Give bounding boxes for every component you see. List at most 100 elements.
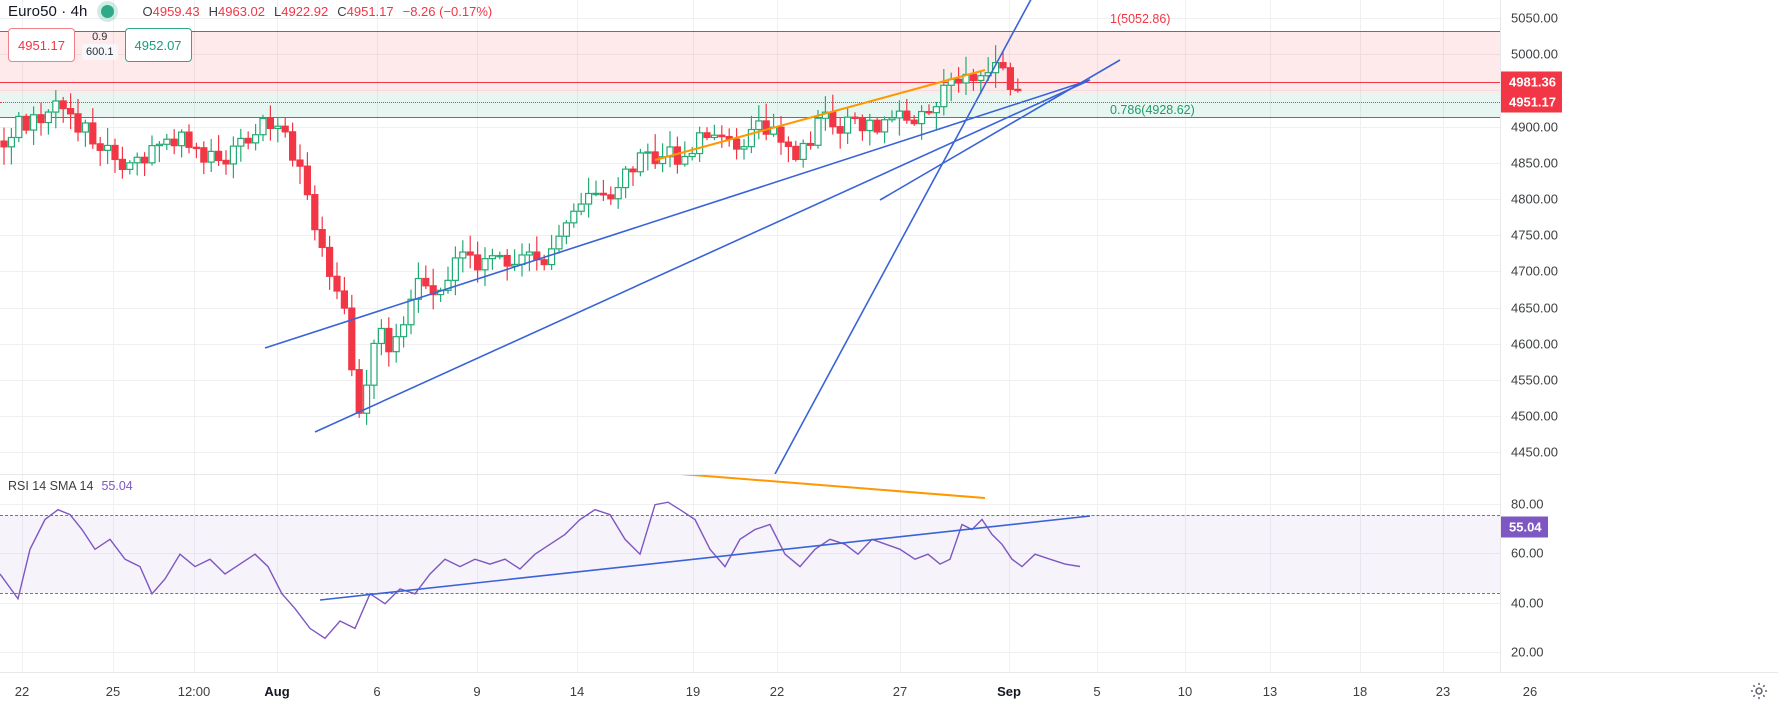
price-axis-tick: 4450.00 [1511, 444, 1558, 460]
gridline [1360, 0, 1361, 672]
candle-body [725, 136, 733, 140]
candle-body [836, 126, 844, 134]
candle-body [814, 117, 822, 146]
ohlc-open-label: O [142, 4, 153, 19]
spread-values: 0.9 600.1 [75, 28, 125, 62]
time-axis-tick: 27 [892, 684, 908, 699]
candle-body [444, 279, 452, 291]
candle-body [584, 192, 593, 205]
candle-body [141, 156, 149, 164]
candle-body [695, 132, 704, 155]
candle-body [192, 146, 200, 150]
candle-body [525, 251, 534, 256]
candle-body [281, 125, 289, 133]
candle-body [437, 289, 445, 296]
candle-body [917, 110, 926, 125]
candle-body [547, 248, 556, 266]
candle-body [718, 134, 726, 138]
time-axis-tick: 22 [769, 684, 785, 699]
gridline [0, 652, 1500, 653]
time-axis-tick: 25 [105, 684, 121, 699]
candle-body [533, 251, 541, 261]
candle-body [163, 138, 171, 145]
candle-body [303, 165, 311, 196]
candle-body [318, 229, 326, 249]
price-axis-tick: 5050.00 [1511, 10, 1558, 26]
candle-body [792, 145, 800, 161]
candle-body [969, 73, 978, 82]
candle-body [488, 255, 496, 260]
symbol-title[interactable]: Euro50 · 4h [8, 3, 88, 20]
candle-body [496, 254, 504, 258]
candle-body [784, 141, 793, 148]
gridline [1443, 0, 1444, 672]
time-axis[interactable]: 22 25 12:00 Aug 6 9 14 19 22 27 Sep 5 10 13 18 23 26 [0, 672, 1778, 709]
candle-body [673, 146, 682, 165]
price-axis-tick: 4500.00 [1511, 408, 1558, 424]
candle-body [1006, 67, 1015, 90]
candle-body [170, 138, 178, 147]
quote-widget[interactable]: 4951.17 0.9 600.1 4952.07 [8, 28, 192, 62]
price-axis-tick: 4650.00 [1511, 300, 1558, 316]
candle-body [829, 111, 837, 128]
candle-body [252, 134, 260, 144]
candle-body [703, 132, 711, 139]
candle-body [851, 116, 859, 120]
price-axis-tick: 4700.00 [1511, 263, 1558, 279]
candle-body [947, 78, 955, 86]
candle-body [925, 110, 933, 114]
time-axis-tick: Aug [264, 684, 290, 699]
candle-body [37, 114, 45, 124]
candle-body [414, 277, 422, 300]
candle-body [370, 342, 378, 386]
price-axis[interactable]: 5050.005000.004950.004900.004850.004800.… [1500, 0, 1778, 672]
candle-body [903, 110, 911, 121]
time-axis-tick: 6 [373, 684, 381, 699]
ohlc-low-value: 4922.92 [281, 4, 329, 19]
time-axis-tick: 14 [569, 684, 585, 699]
gear-icon [1750, 682, 1768, 700]
time-axis-tick: Sep [997, 684, 1021, 699]
settings-gear-button[interactable] [1748, 680, 1770, 702]
price-chart-plot[interactable]: 1(5052.86) 0.786(4928.62) RSI 14 SMA 14 5… [0, 0, 1500, 672]
candle-body [340, 290, 348, 309]
ask-price[interactable]: 4952.07 [124, 28, 192, 62]
candle-body [333, 275, 341, 292]
candle-body [200, 147, 208, 163]
candle-body [22, 115, 30, 131]
price-axis-tick: 4800.00 [1511, 191, 1558, 207]
bid-price[interactable]: 4951.17 [8, 28, 75, 62]
candle-body [74, 113, 82, 133]
candle-body [377, 327, 385, 345]
candle-body [954, 78, 963, 84]
spread-high: 0.9 [92, 30, 108, 43]
candle-body [133, 156, 141, 164]
candle-body [222, 159, 230, 165]
gridline [22, 0, 23, 672]
candle-body [481, 258, 489, 271]
candle-body [207, 150, 215, 163]
rsi-pane[interactable]: RSI 14 SMA 14 55.04 [0, 474, 1500, 672]
rsi-value-badge: 55.04 [1501, 516, 1548, 538]
rsi-legend[interactable]: RSI 14 SMA 14 55.04 [8, 479, 133, 493]
candle-body [681, 155, 689, 165]
price-axis-tick: 4600.00 [1511, 336, 1558, 352]
candle-body [185, 131, 193, 148]
candle-body [747, 128, 756, 148]
candle-body [466, 251, 474, 256]
candle-body [940, 84, 948, 108]
candle-body [644, 151, 652, 154]
candle-body [89, 122, 97, 145]
candle-body [777, 126, 785, 143]
time-axis-tick: 10 [1177, 684, 1193, 699]
candle-body [636, 152, 645, 173]
candle-body [710, 134, 719, 139]
gridline [1097, 0, 1098, 672]
candle-body [666, 146, 674, 158]
candle-body [821, 111, 830, 119]
candle-body [229, 145, 237, 165]
candle-body [81, 122, 90, 133]
ohlc-legend: O4959.43 H4963.02 L4922.92 C4951.17 −8.26 (−… [142, 4, 492, 19]
candle-body [755, 120, 763, 131]
time-axis-tick: 18 [1352, 684, 1368, 699]
